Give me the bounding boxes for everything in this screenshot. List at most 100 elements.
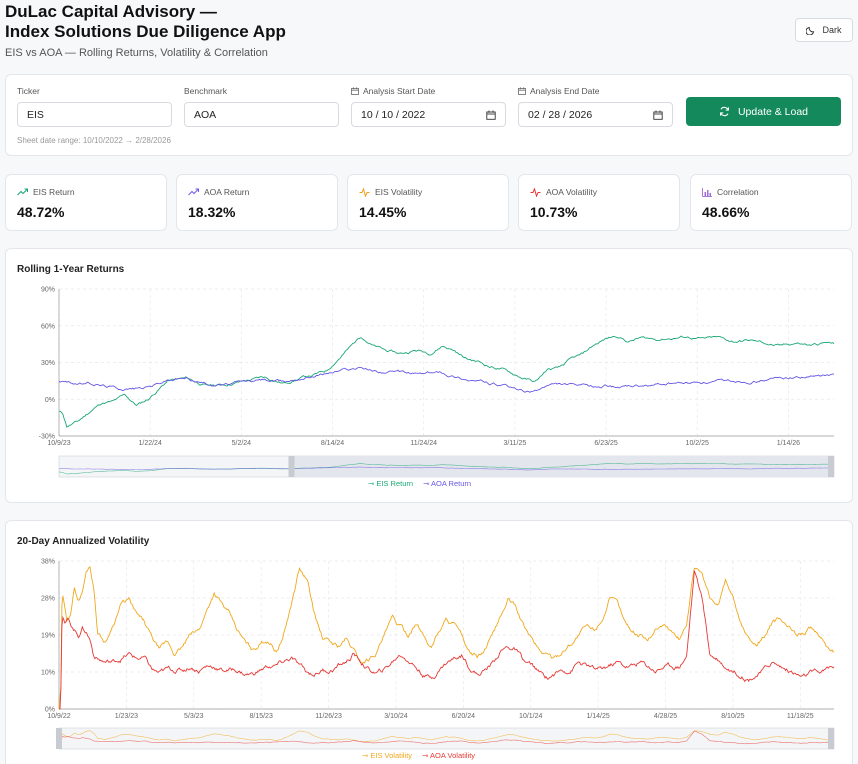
ticker-value: EIS: [27, 108, 44, 121]
stat-value: 10.73%: [530, 204, 578, 220]
end-date-label: Analysis End Date: [530, 86, 600, 96]
navigator-line: [59, 730, 835, 748]
zoom-navigator: [58, 727, 835, 750]
start-date-input[interactable]: 10 / 10 / 2022: [351, 102, 506, 127]
page-header: DuLac Capital Advisory — Index Solutions…: [5, 2, 853, 64]
benchmark-label: Benchmark: [184, 86, 227, 96]
y-tick-label: 30%: [41, 360, 55, 367]
legend-item-aoa-volatility[interactable]: ⊸ AOA Volatility: [422, 751, 476, 760]
series-line-eis-volatility: [58, 566, 835, 710]
trending-up-icon: [188, 188, 199, 196]
x-tick-label: 10/9/23: [47, 440, 70, 447]
y-tick-label: 0%: [45, 707, 55, 714]
start-date-field: Analysis Start Date 10 / 10 / 2022: [351, 85, 506, 127]
stat-card-aoa-return: AOA Return 18.32%: [176, 174, 338, 231]
calendar-picker-icon[interactable]: [486, 110, 496, 120]
series-line-aoa-return: [58, 366, 835, 393]
rolling-returns-card: Rolling 1-Year Returns 90% 60% 30% 0% -30% 10…: [5, 248, 853, 503]
series-line-eis-return: [58, 335, 835, 428]
series-line-aoa-volatility: [59, 570, 835, 710]
page-title-line2: Index Solutions Due Diligence App: [5, 22, 286, 41]
chart-legend[interactable]: ⊸ EIS Return ⊸ AOA Return: [368, 479, 471, 488]
stat-value: 14.45%: [359, 204, 407, 220]
update-load-label: Update & Load: [737, 105, 809, 118]
sheet-range-note: Sheet date range: 10/10/2022 → 2/28/2026: [17, 136, 171, 145]
page-title-line1: DuLac Capital Advisory —: [5, 2, 217, 21]
activity-icon: [530, 187, 541, 197]
x-tick-label: 1/14/26: [777, 440, 800, 447]
start-date-label: Analysis Start Date: [363, 86, 436, 96]
x-tick-label: 1/22/24: [138, 440, 161, 447]
x-tick-label: 6/23/25: [594, 440, 617, 447]
legend-item-aoa-return[interactable]: ⊸ AOA Return: [423, 479, 472, 488]
chart-legend[interactable]: ⊸ EIS Volatility ⊸ AOA Volatility: [362, 751, 475, 760]
y-tick-label: 28%: [41, 596, 55, 603]
stat-label: EIS Return: [33, 187, 75, 197]
end-date-value: 02 / 28 / 2026: [528, 108, 593, 121]
x-tick-label: 11/18/25: [787, 713, 814, 720]
x-tick-label: 8/10/25: [721, 713, 744, 720]
volatility-chart[interactable]: 38% 28% 19% 10% 0%10/9/22 1/23/23 5/3/23 8/15/2…: [6, 521, 854, 764]
y-tick-label: 10%: [41, 670, 55, 677]
stat-label: Correlation: [717, 187, 759, 197]
stat-value: 18.32%: [188, 204, 236, 220]
calendar-icon: [351, 87, 359, 95]
legend-item-eis-return[interactable]: ⊸ EIS Return: [368, 479, 414, 488]
x-tick-label: 10/1/24: [519, 713, 542, 720]
x-tick-label: 10/2/25: [686, 440, 709, 447]
y-tick-label: 38%: [41, 559, 55, 566]
y-tick-label: 0%: [45, 397, 55, 404]
activity-icon: [359, 187, 370, 197]
navigator-line: [58, 730, 834, 748]
benchmark-field: Benchmark AOA: [184, 85, 339, 127]
chart-title: Rolling 1-Year Returns: [17, 264, 125, 275]
x-tick-label: 10/9/22: [47, 713, 70, 720]
bar-chart-icon: [702, 187, 712, 197]
x-tick-label: 11/26/23: [315, 713, 342, 720]
navigator-line: [58, 466, 834, 471]
end-date-field: Analysis End Date 02 / 28 / 2026: [518, 85, 673, 127]
analysis-form: Ticker EIS Benchmark AOA Analysis Start …: [5, 74, 853, 156]
ticker-field: Ticker EIS: [17, 85, 172, 127]
ticker-input[interactable]: EIS: [17, 102, 172, 127]
stat-card-eis-volatility: EIS Volatility 14.45%: [347, 174, 509, 231]
zoom-handle: [828, 728, 834, 749]
volatility-card: 20-Day Annualized Volatility 38% 28% 19% 10…: [5, 520, 853, 764]
x-tick-label: 5/3/23: [184, 713, 204, 720]
y-tick-label: 19%: [41, 633, 55, 640]
stat-card-eis-return: EIS Return 48.72%: [5, 174, 167, 231]
y-tick-label: 90%: [41, 287, 55, 294]
start-date-value: 10 / 10 / 2022: [361, 108, 426, 121]
y-tick-label: -30%: [39, 434, 55, 441]
refresh-icon: [719, 106, 729, 117]
x-tick-label: 5/2/24: [232, 440, 252, 447]
x-tick-label: 1/14/25: [586, 713, 609, 720]
stat-label: AOA Volatility: [546, 187, 598, 197]
x-tick-label: 1/23/23: [115, 713, 138, 720]
legend-item-eis-volatility[interactable]: ⊸ EIS Volatility: [362, 751, 413, 760]
calendar-icon: [518, 87, 526, 95]
x-tick-label: 11/24/24: [410, 440, 437, 447]
y-tick-label: 60%: [41, 323, 55, 330]
x-tick-label: 3/10/24: [384, 713, 407, 720]
stat-card-aoa-volatility: AOA Volatility 10.73%: [518, 174, 680, 231]
stat-value: 48.72%: [17, 204, 65, 220]
zoom-handle: [288, 456, 295, 477]
x-tick-label: 6/20/24: [452, 713, 475, 720]
dark-mode-toggle[interactable]: Dark: [795, 18, 853, 42]
dark-mode-label: Dark: [822, 25, 842, 35]
calendar-picker-icon[interactable]: [653, 110, 663, 120]
ticker-label: Ticker: [17, 86, 40, 96]
benchmark-value: AOA: [194, 108, 217, 121]
end-date-input[interactable]: 02 / 28 / 2026: [518, 102, 673, 127]
rolling-returns-chart[interactable]: 90% 60% 30% 0% -30%10/9/23 1/22/24 5/2/24 8/14/…: [6, 249, 854, 504]
zoom-handle: [56, 728, 62, 749]
stat-value: 48.66%: [702, 204, 750, 220]
stat-label: EIS Volatility: [375, 187, 423, 197]
zoom-handle: [828, 456, 834, 477]
x-tick-label: 4/28/25: [654, 713, 677, 720]
benchmark-input[interactable]: AOA: [184, 102, 339, 127]
page-subtitle: EIS vs AOA — Rolling Returns, Volatility…: [5, 47, 268, 59]
update-load-button[interactable]: Update & Load: [686, 97, 841, 126]
x-tick-label: 3/11/25: [503, 440, 526, 447]
